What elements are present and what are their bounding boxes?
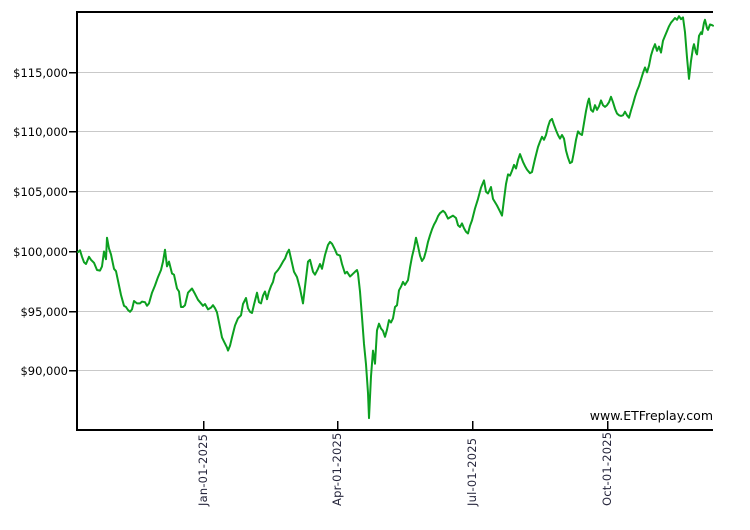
x-axis-tick-label: Jul-01-2025 [465,437,479,506]
watermark-text: www.ETFreplay.com [589,408,713,423]
y-axis-tick-label: $90,000 [20,363,68,378]
y-axis-tick-label: $110,000 [13,124,68,139]
gridlines [77,72,713,371]
y-axis-tick-label: $105,000 [13,184,68,199]
equity-curve-line [77,15,714,420]
y-axis-tick-label: $115,000 [13,65,68,80]
axis-frame [69,11,713,431]
x-axis-tick-label: Oct-01-2025 [600,431,614,506]
y-axis-tick-label: $95,000 [20,304,68,319]
x-axis-tick-label: Jan-01-2025 [196,433,210,506]
x-axis-tick-label: Apr-01-2025 [330,432,344,506]
y-axis-tick-label: $100,000 [13,244,68,259]
